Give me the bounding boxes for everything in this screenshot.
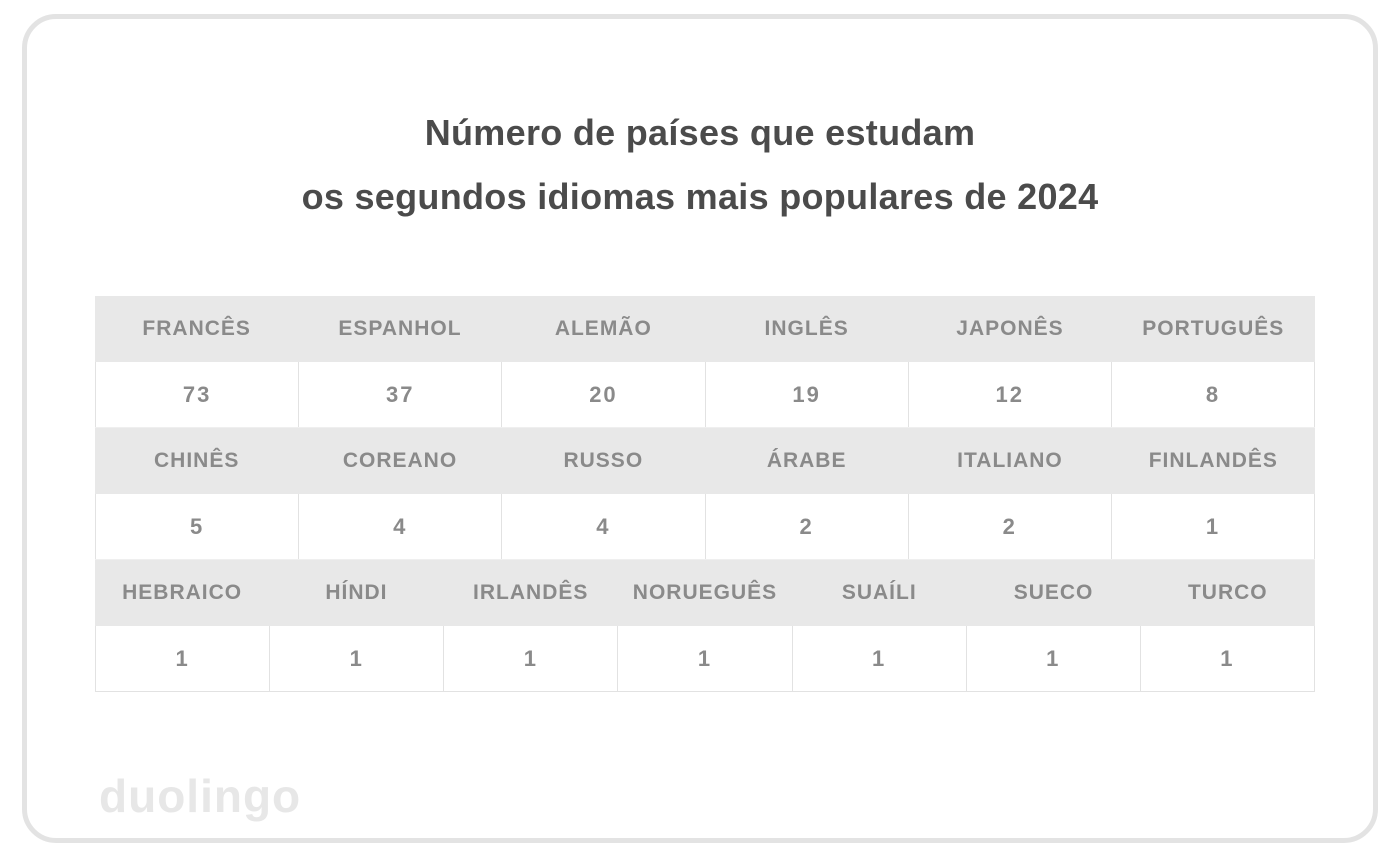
language-header-cell: COREANO [342, 449, 458, 472]
country-count-cell: 1 [617, 626, 792, 691]
language-header-cell: NORUEGUÊS [632, 581, 778, 604]
language-header-cell: PORTUGUÊS [1142, 317, 1285, 340]
language-header-cell: HEBRAICO [122, 581, 243, 604]
language-header-cell: RUSSO [563, 449, 644, 472]
language-header-row: CHINÊS COREANO RUSSO ÁRABE ITALIANO FINLANDÊS [95, 428, 1315, 494]
language-header-cell: SUAÍLI [841, 581, 917, 604]
chart-title-line1: Número de países que estudam [424, 112, 976, 153]
language-header-cell: SUECO [1013, 581, 1094, 604]
country-count-cell: 2 [704, 494, 908, 559]
chart-title-line2: os segundos idiomas mais populares de 20… [301, 176, 1099, 217]
country-count-cell: 37 [298, 362, 502, 427]
language-header-cell: ITALIANO [957, 449, 1063, 472]
country-count-cell: 1 [443, 626, 618, 691]
language-header-cell: JAPONÊS [956, 317, 1064, 340]
country-count-cell: 1 [791, 626, 966, 691]
country-count-cell: 19 [704, 362, 908, 427]
language-header-cell: ESPANHOL [338, 317, 462, 340]
country-count-row: 73 37 20 19 12 8 [95, 362, 1316, 428]
language-header-cell: ALEMÃO [554, 317, 652, 340]
country-count-cell: 73 [95, 362, 299, 427]
country-count-cell: 1 [95, 626, 270, 691]
language-header-cell: IRLANDÊS [473, 581, 589, 604]
language-country-table: FRANCÊS ESPANHOL ALEMÃO INGLÊS JAPONÊS PORTUG… [95, 296, 1316, 692]
country-count-cell: 1 [1139, 626, 1315, 691]
language-header-cell: ÁRABE [766, 449, 847, 472]
country-count-cell: 2 [907, 494, 1111, 559]
language-header-row: HEBRAICO HÍNDI IRLANDÊS NORUEGUÊS SUAÍLI SUEC… [95, 560, 1315, 626]
language-header-cell: INGLÊS [764, 317, 849, 340]
language-header-row: FRANCÊS ESPANHOL ALEMÃO INGLÊS JAPONÊS PORTUG… [95, 296, 1315, 362]
language-header-cell: FINLANDÊS [1148, 449, 1278, 472]
country-count-cell: 4 [501, 494, 705, 559]
country-count-cell: 1 [1110, 494, 1316, 559]
country-count-cell: 5 [95, 494, 299, 559]
language-header-cell: TURCO [1187, 581, 1268, 604]
country-count-cell: 8 [1110, 362, 1316, 427]
country-count-cell: 1 [269, 626, 444, 691]
country-count-cell: 20 [501, 362, 705, 427]
country-count-cell: 12 [907, 362, 1111, 427]
country-count-cell: 4 [298, 494, 502, 559]
language-header-cell: FRANCÊS [142, 317, 251, 340]
language-header-cell: CHINÊS [153, 449, 240, 472]
infographic-card: Número de países que estudam os segundos… [22, 14, 1378, 843]
language-header-cell: HÍNDI [325, 581, 388, 604]
chart-title: Número de países que estudam os segundos… [27, 101, 1373, 229]
duolingo-logo: duolingo [99, 770, 302, 822]
country-count-cell: 1 [965, 626, 1140, 691]
